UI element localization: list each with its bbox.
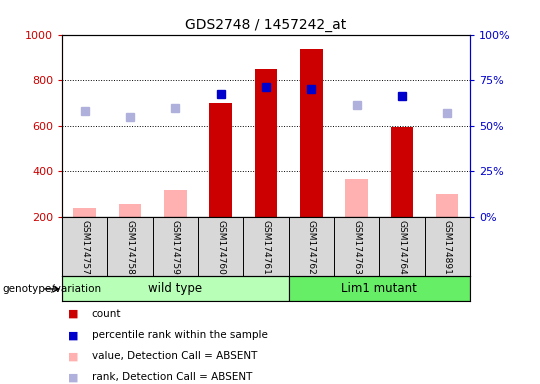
Text: ■: ■: [68, 309, 78, 319]
Text: ■: ■: [68, 351, 78, 361]
Text: GSM174759: GSM174759: [171, 220, 180, 275]
Text: GSM174761: GSM174761: [261, 220, 271, 275]
Bar: [73, 208, 96, 217]
Text: GSM174763: GSM174763: [352, 220, 361, 275]
Text: value, Detection Call = ABSENT: value, Detection Call = ABSENT: [92, 351, 257, 361]
Text: genotype/variation: genotype/variation: [3, 284, 102, 294]
Text: percentile rank within the sample: percentile rank within the sample: [92, 330, 268, 340]
Text: count: count: [92, 309, 122, 319]
Bar: [345, 179, 368, 217]
Text: ■: ■: [68, 330, 78, 340]
Text: ■: ■: [68, 372, 78, 382]
Text: GSM174758: GSM174758: [126, 220, 134, 275]
Text: GSM174764: GSM174764: [397, 220, 406, 275]
Text: wild type: wild type: [148, 283, 202, 295]
Bar: [390, 127, 413, 217]
Text: Lim1 mutant: Lim1 mutant: [341, 283, 417, 295]
Title: GDS2748 / 1457242_at: GDS2748 / 1457242_at: [185, 18, 347, 32]
Bar: [62, 276, 288, 301]
Text: GSM174891: GSM174891: [443, 220, 451, 275]
Text: rank, Detection Call = ABSENT: rank, Detection Call = ABSENT: [92, 372, 252, 382]
Bar: [300, 50, 322, 217]
Bar: [164, 190, 187, 217]
Bar: [288, 276, 470, 301]
Bar: [255, 69, 277, 217]
Bar: [436, 194, 458, 217]
Bar: [210, 103, 232, 217]
Text: GSM174760: GSM174760: [216, 220, 225, 275]
Text: GSM174762: GSM174762: [307, 220, 316, 275]
Bar: [119, 204, 141, 217]
Text: GSM174757: GSM174757: [80, 220, 89, 275]
